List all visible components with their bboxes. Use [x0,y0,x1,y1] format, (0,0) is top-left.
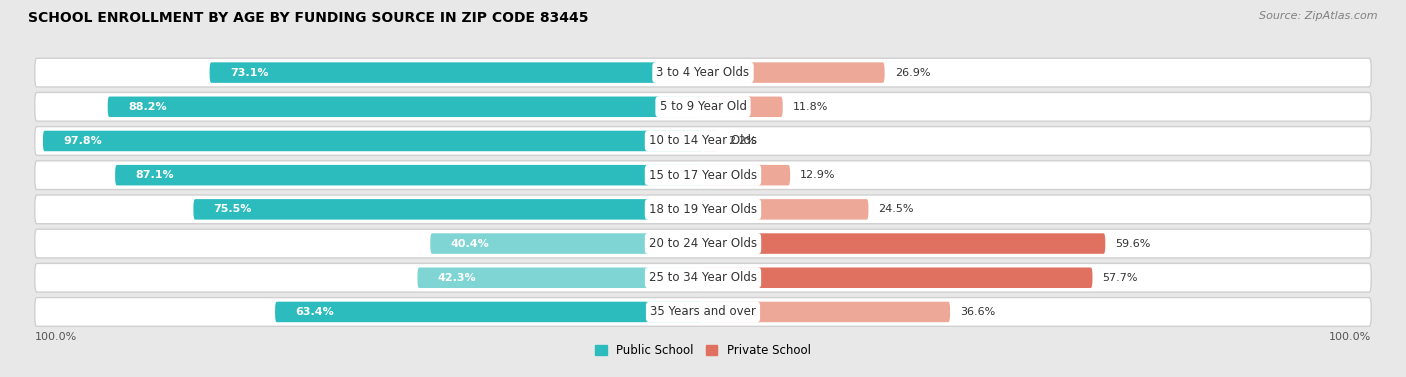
FancyBboxPatch shape [35,264,1371,292]
FancyBboxPatch shape [703,233,1105,254]
Text: 20 to 24 Year Olds: 20 to 24 Year Olds [650,237,756,250]
Text: Source: ZipAtlas.com: Source: ZipAtlas.com [1260,11,1378,21]
Text: 18 to 19 Year Olds: 18 to 19 Year Olds [650,203,756,216]
FancyBboxPatch shape [108,97,703,117]
Text: 57.7%: 57.7% [1102,273,1137,283]
Text: 25 to 34 Year Olds: 25 to 34 Year Olds [650,271,756,284]
FancyBboxPatch shape [35,229,1371,258]
FancyBboxPatch shape [35,297,1371,326]
Text: 40.4%: 40.4% [450,239,489,248]
Text: 3 to 4 Year Olds: 3 to 4 Year Olds [657,66,749,79]
Text: 5 to 9 Year Old: 5 to 9 Year Old [659,100,747,113]
Text: 42.3%: 42.3% [437,273,477,283]
FancyBboxPatch shape [418,268,703,288]
Text: 100.0%: 100.0% [1329,331,1371,342]
FancyBboxPatch shape [35,127,1371,155]
FancyBboxPatch shape [44,131,703,151]
Text: 59.6%: 59.6% [1115,239,1150,248]
FancyBboxPatch shape [35,92,1371,121]
Text: 36.6%: 36.6% [960,307,995,317]
FancyBboxPatch shape [703,199,869,220]
FancyBboxPatch shape [703,131,718,151]
FancyBboxPatch shape [35,58,1371,87]
FancyBboxPatch shape [703,165,790,185]
Text: SCHOOL ENROLLMENT BY AGE BY FUNDING SOURCE IN ZIP CODE 83445: SCHOOL ENROLLMENT BY AGE BY FUNDING SOUR… [28,11,589,25]
FancyBboxPatch shape [703,97,783,117]
FancyBboxPatch shape [209,62,703,83]
FancyBboxPatch shape [430,233,703,254]
FancyBboxPatch shape [703,302,950,322]
Text: 87.1%: 87.1% [135,170,174,180]
FancyBboxPatch shape [703,62,884,83]
Text: 10 to 14 Year Olds: 10 to 14 Year Olds [650,135,756,147]
Text: 2.2%: 2.2% [728,136,756,146]
FancyBboxPatch shape [115,165,703,185]
FancyBboxPatch shape [194,199,703,220]
Text: 26.9%: 26.9% [894,67,931,78]
FancyBboxPatch shape [276,302,703,322]
FancyBboxPatch shape [35,195,1371,224]
FancyBboxPatch shape [35,161,1371,190]
Text: 63.4%: 63.4% [295,307,335,317]
Text: 11.8%: 11.8% [793,102,828,112]
Text: 73.1%: 73.1% [231,67,269,78]
Text: 24.5%: 24.5% [879,204,914,215]
Text: 35 Years and over: 35 Years and over [650,305,756,319]
Text: 75.5%: 75.5% [214,204,252,215]
Text: 15 to 17 Year Olds: 15 to 17 Year Olds [650,169,756,182]
FancyBboxPatch shape [703,268,1092,288]
Text: 12.9%: 12.9% [800,170,835,180]
Legend: Public School, Private School: Public School, Private School [595,344,811,357]
Text: 88.2%: 88.2% [128,102,167,112]
Text: 100.0%: 100.0% [35,331,77,342]
Text: 97.8%: 97.8% [63,136,103,146]
